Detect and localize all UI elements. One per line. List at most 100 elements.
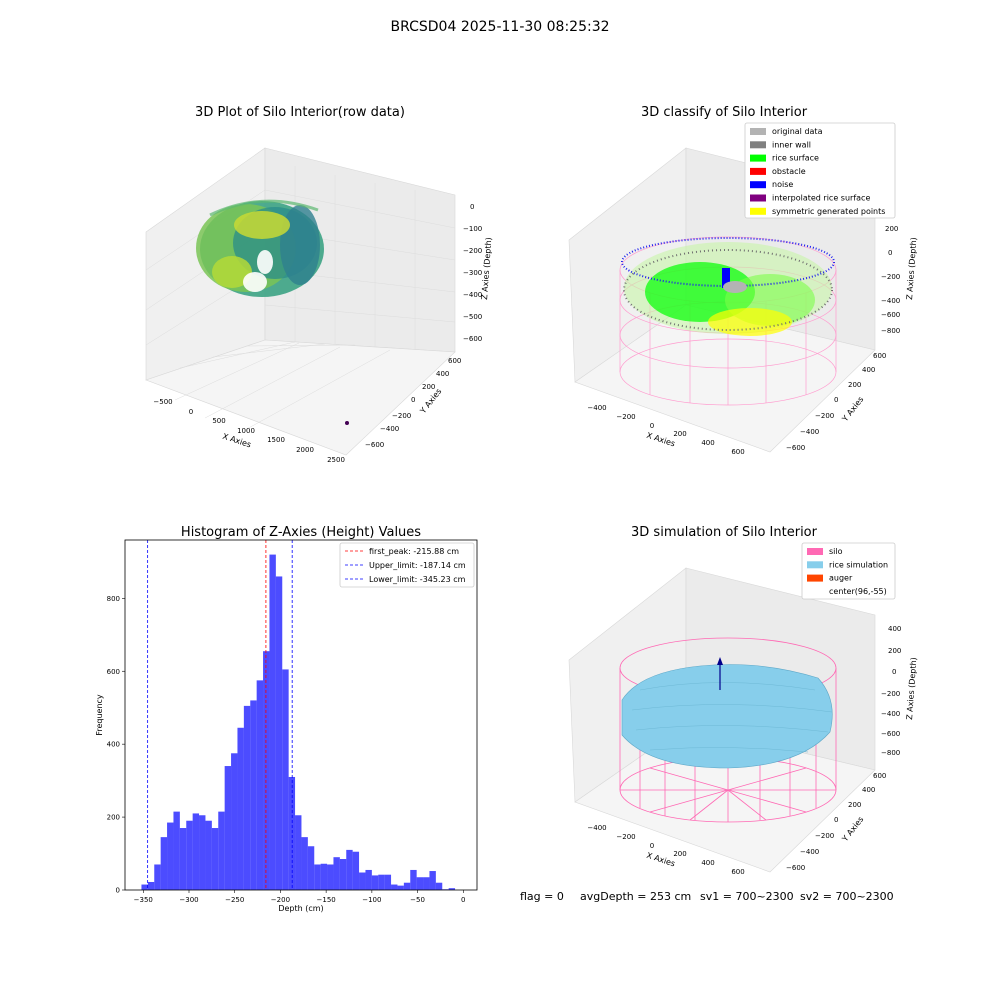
raw-y-ticks: 600 400 200 0 −200 −400 −600 [365,357,461,449]
classify-xtick: 600 [731,448,744,456]
classify-legend-swatch [750,181,766,189]
sv1-text: sv1 = 700~2300 [700,890,794,903]
histogram-bar [339,859,347,890]
simulation-ztick: −800 [881,749,900,757]
histogram-legend-label: first_peak: -215.88 cm [369,547,459,556]
simulation-legend-swatch [807,561,823,569]
avg-depth-text: avgDepth = 253 cm [580,890,691,903]
histogram-bar [333,857,340,890]
histogram-legend-frame [339,542,475,588]
classify-legend: original data inner wall rice surface obsta… [744,122,896,219]
simulation-legend-label: center(96,-55) [829,587,887,596]
classify-ztick: 0 [888,249,892,257]
simulation-rice-surface [621,664,833,769]
simulation-x-ticks: −400 −200 0 200 400 600 [587,824,744,876]
flag-text: flag = 0 [520,890,564,903]
histogram-bar [147,881,155,890]
simulation-y-ticks: 600 400 200 0 −200 −400 −600 [786,772,886,872]
simulation-legend-frame [801,542,896,600]
histogram-reference-lines [147,540,293,890]
panel-classify-3d: 3D classify of Silo Interior [568,105,918,456]
raw-ztick: 0 [470,203,474,211]
histogram-bar [448,888,456,890]
histogram-bar [269,554,276,890]
raw-ztick: −100 [463,225,482,233]
simulation-legend-label: silo [829,547,843,556]
histogram-bar [307,846,315,890]
histogram-bar [186,820,193,890]
raw-point-cloud [196,199,324,297]
classify-zlabel: Z Axies (Depth) [905,237,918,300]
panel-raw-3d: 3D Plot of Silo Interior(row data) [145,105,493,464]
classify-legend-swatch [750,167,766,175]
raw-zlabel: Z Axies (Depth) [480,237,493,300]
histogram-bar [295,815,302,890]
classify-legend-swatch [750,207,766,215]
classify-ztick: 200 [885,225,898,233]
simulation-ztick: 200 [888,647,901,655]
histogram-bar [327,864,334,890]
simulation-z-ticks: 400 200 0 −200 −400 −600 −800 [881,625,901,757]
histogram-xtick-label: −350 [134,896,153,904]
histogram-bar [435,882,443,890]
histogram-bar [365,869,372,890]
classify-ylabel: Y Axies [840,395,866,424]
simulation-legend-swatch [807,574,823,582]
simulation-ztick: −200 [881,690,900,698]
histogram-legend-label: Upper_limit: -187.14 cm [369,561,466,570]
histogram-xlabel: Depth (cm) [278,904,323,913]
simulation-ztick: −600 [881,730,900,738]
classify-ytick: −400 [800,428,819,436]
raw-panel-title: 3D Plot of Silo Interior(row data) [195,105,405,120]
raw-xtick: 1000 [237,427,255,435]
histogram-y-ticks: 0 200 400 600 800 [107,595,125,895]
histogram-bar [371,875,379,890]
histogram-bar [205,820,212,890]
classify-xtick: −200 [616,413,635,421]
histogram-bar [250,700,257,890]
histogram-bar [314,864,321,890]
raw-ytick: −600 [365,441,384,449]
simulation-xtick: 400 [701,859,714,867]
classify-x-ticks: −400 −200 0 200 400 600 [587,404,744,456]
histogram-x-ticks: −350 −300 −250 −200 −150 −100 −50 0 [134,890,466,904]
classify-ytick: −600 [786,444,805,452]
simulation-xlabel: X Axies [645,851,676,869]
histogram-bar [231,753,238,890]
histogram-bars [141,554,456,890]
histogram-bar [403,882,411,890]
classify-ytick: 200 [848,381,861,389]
histogram-bar [154,864,161,890]
histogram-title: Histogram of Z-Axies (Height) Values [181,525,421,540]
histogram-bar [141,884,148,890]
classify-legend-label: symmetric generated points [772,207,885,216]
raw-x-ticks: −500 0 500 1000 1500 2000 2500 [153,398,345,464]
histogram-bar [416,877,424,890]
raw-ztick: −500 [463,313,482,321]
classify-y-ticks: 600 400 200 0 −200 −400 −600 [786,352,886,452]
classify-legend-swatch [750,128,766,135]
histogram-bar [320,863,328,890]
histogram-ytick-label: 400 [107,741,120,749]
classify-point-cloud [621,237,835,336]
histogram-bar [192,813,200,890]
raw-ytick: −200 [392,412,411,420]
panel-histogram: Histogram of Z-Axies (Height) Values −35… [95,525,478,913]
histogram-bar [199,815,206,890]
simulation-ytick: −200 [815,832,834,840]
histogram-bar [256,680,264,890]
histogram-xtick-label: −100 [362,896,381,904]
histogram-ytick-label: 800 [107,595,120,603]
classify-legend-swatch [750,194,766,202]
histogram-bar [359,872,366,890]
histogram-bar [237,727,244,890]
histogram-bar [301,837,308,890]
simulation-ytick: 600 [873,772,886,780]
histogram-xtick-label: −250 [225,896,244,904]
simulation-ztick: 400 [888,625,901,633]
raw-xtick: 500 [212,417,225,425]
classify-legend-swatch [750,154,766,162]
simulation-zlabel: Z Axies (Depth) [905,657,918,720]
histogram-bar [282,669,289,890]
